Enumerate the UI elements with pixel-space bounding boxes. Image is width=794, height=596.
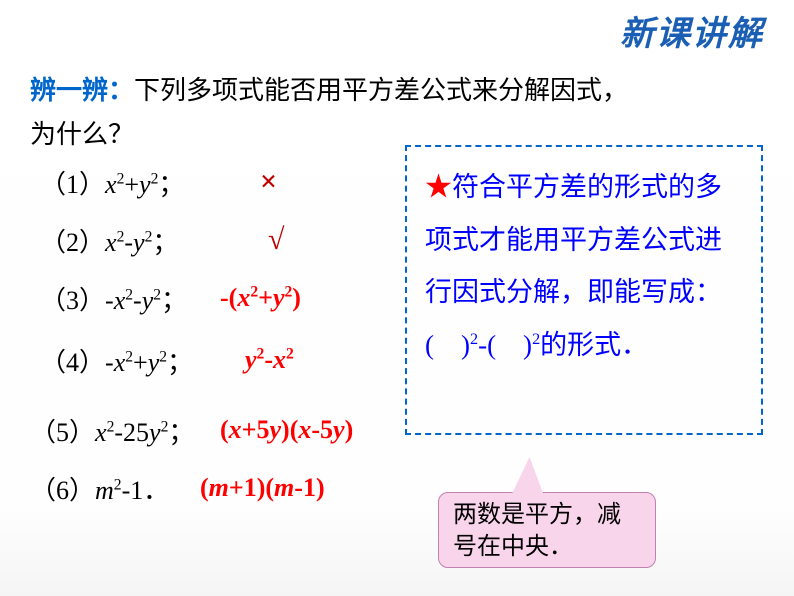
item-5-answer: (x+5y)(x-5y) xyxy=(220,415,353,445)
item-4-answer: y2-x2 xyxy=(245,345,294,375)
item-3-label: （3）-x2-y2； xyxy=(40,280,220,317)
item-2-label: （2）x2-y2； xyxy=(40,222,220,259)
item-3-answer: -(x2+y2) xyxy=(220,283,301,313)
question-line1: 辨一辨：下列多项式能否用平方差公式来分解因式， xyxy=(30,70,628,107)
item-row-6: （6）m2-1． (m+1)(m-1) xyxy=(30,462,353,514)
star-icon: ★ xyxy=(425,172,452,202)
item-row-4: （4）-x2+y2； y2-x2 xyxy=(40,334,353,386)
question-line2: 为什么？ xyxy=(30,114,134,151)
item-6-label: （6）m2-1． xyxy=(30,470,200,507)
item-1-answer: × xyxy=(260,165,277,199)
item-row-1: （1）x2+y2； × xyxy=(40,156,353,208)
header-title: 新课讲解 xyxy=(620,6,764,55)
item-row-3: （3）-x2-y2； -(x2+y2) xyxy=(40,272,353,324)
question-prefix: 辨一辨： xyxy=(30,76,134,105)
items-container: （1）x2+y2； × （2）x2-y2； √ （3）-x2-y2； -(x2+… xyxy=(40,156,353,520)
item-6-answer: (m+1)(m-1) xyxy=(200,473,325,503)
item-2-answer: √ xyxy=(268,223,284,257)
info-box: ★符合平方差的形式的多项式才能用平方差公式进行因式分解，即能写成：( )2-( … xyxy=(405,145,763,435)
item-1-label: （1）x2+y2； xyxy=(40,164,220,201)
question-text-1: 下列多项式能否用平方差公式来分解因式， xyxy=(134,76,628,105)
item-row-5: （5）x2-25y2； (x+5y)(x-5y) xyxy=(30,404,353,456)
item-row-2: （2）x2-y2； √ xyxy=(40,214,353,266)
item-5-label: （5）x2-25y2； xyxy=(30,412,220,449)
item-4-label: （4）-x2+y2； xyxy=(40,342,220,379)
callout-text: 两数是平方，减号在中央． xyxy=(453,502,621,560)
callout-box: 两数是平方，减号在中央． xyxy=(438,492,656,568)
info-text: 符合平方差的形式的多项式才能用平方差公式进行因式分解，即能写成：( )2-( )… xyxy=(425,172,722,360)
